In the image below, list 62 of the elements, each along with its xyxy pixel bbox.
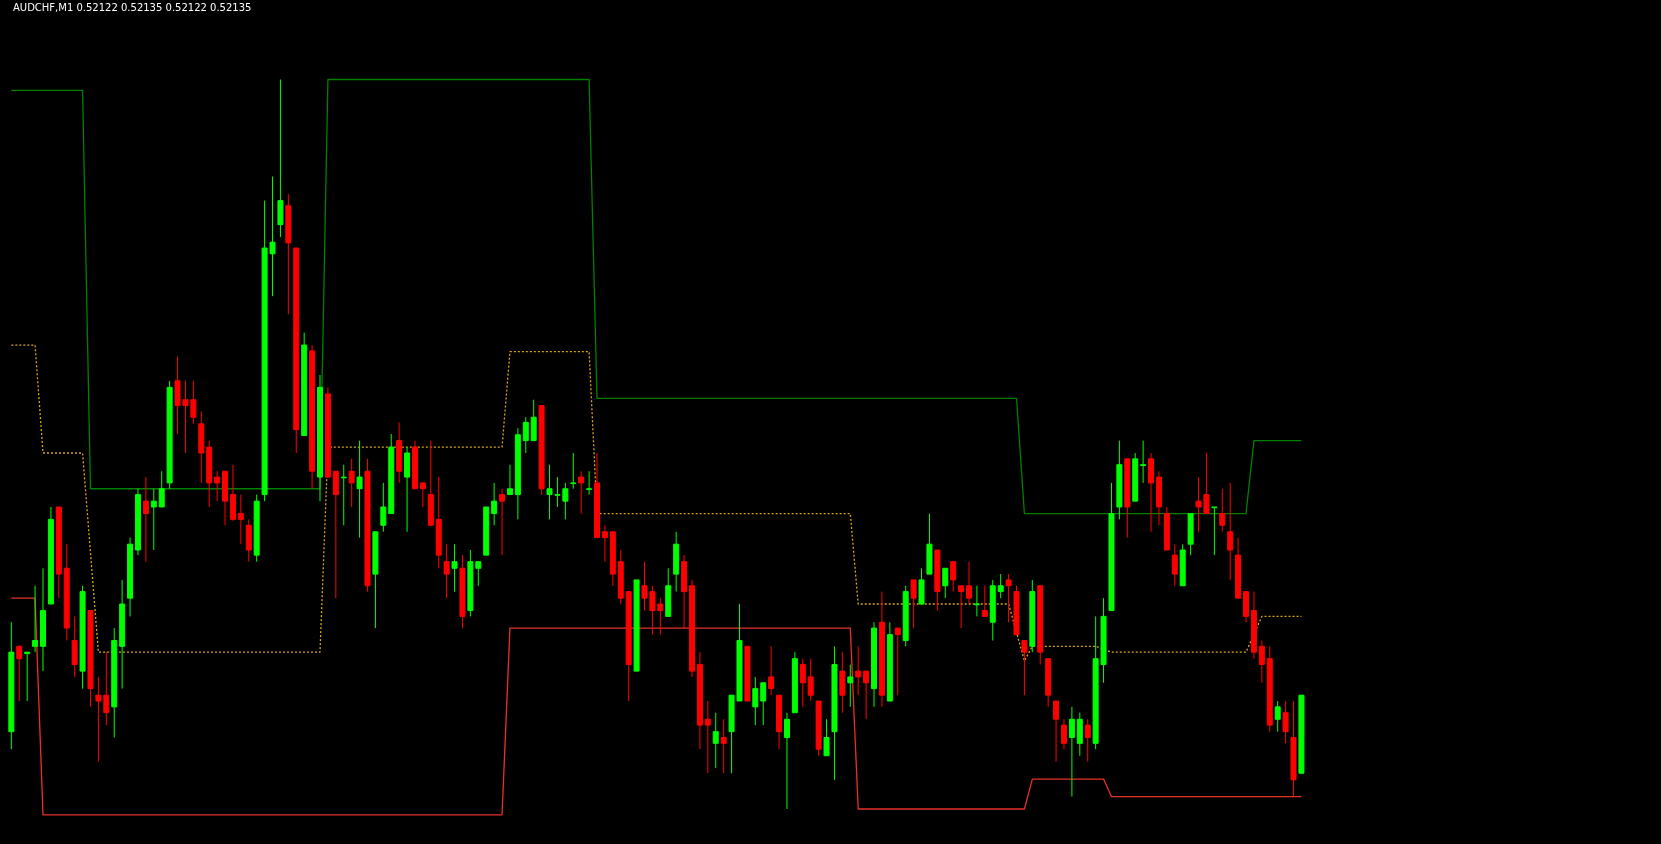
candlestick xyxy=(720,718,727,774)
candlestick xyxy=(570,452,577,490)
candlestick xyxy=(823,718,830,757)
candlestick xyxy=(380,482,387,533)
candlestick xyxy=(855,645,862,696)
candlestick xyxy=(530,399,537,442)
candlestick xyxy=(768,645,775,696)
candlestick xyxy=(150,488,157,551)
candlestick xyxy=(863,670,870,720)
candlestick xyxy=(1219,488,1226,533)
candlestick xyxy=(1171,543,1178,587)
candlestick xyxy=(966,561,973,605)
candlestick xyxy=(1068,706,1075,798)
candlestick xyxy=(704,700,711,774)
candlestick xyxy=(158,470,165,508)
candlestick xyxy=(332,470,339,599)
candlestick xyxy=(712,712,719,769)
candlestick xyxy=(950,561,957,593)
candlestick xyxy=(356,440,363,539)
candlestick xyxy=(16,645,23,702)
candlestick xyxy=(491,482,498,526)
candlestick xyxy=(1282,700,1289,744)
candlestick xyxy=(973,585,980,617)
candlestick xyxy=(32,585,39,653)
candlestick xyxy=(340,464,347,526)
candlestick xyxy=(1060,718,1067,750)
candlestick xyxy=(981,585,988,617)
candlestick xyxy=(586,470,593,496)
candlestick xyxy=(894,627,901,696)
candlestick xyxy=(1211,506,1218,556)
candlestick xyxy=(997,573,1004,599)
candlestick xyxy=(237,494,244,545)
candlestick xyxy=(601,524,608,563)
chart-title: AUDCHF,M1 0.52122 0.52135 0.52122 0.52135 xyxy=(13,2,252,13)
candlestick xyxy=(419,482,426,508)
candlestick xyxy=(522,416,529,454)
candlestick xyxy=(214,470,221,502)
candlestick xyxy=(1053,700,1060,763)
candlestick xyxy=(752,676,759,726)
candlestick xyxy=(1084,718,1091,763)
candlestick xyxy=(1140,440,1147,484)
candlestick xyxy=(910,579,917,629)
candlestick xyxy=(783,712,790,810)
candlestick xyxy=(760,682,767,726)
candlestick xyxy=(942,567,949,599)
candlestick xyxy=(24,651,31,702)
candlestick xyxy=(506,464,513,496)
candlestick xyxy=(451,543,458,593)
candlestick xyxy=(443,543,450,599)
candlestick xyxy=(1274,700,1281,733)
candlestick xyxy=(1021,639,1028,696)
candlestick xyxy=(499,488,506,556)
candlestick xyxy=(807,658,814,702)
candlestick xyxy=(799,658,806,708)
candlestick xyxy=(847,664,854,708)
candlestick xyxy=(1005,573,1012,623)
candlestick xyxy=(348,458,355,508)
candlestick xyxy=(1258,639,1265,684)
candlestick xyxy=(1227,482,1234,581)
candlestick xyxy=(578,470,585,515)
candlestick xyxy=(142,476,149,563)
candlestick xyxy=(958,585,965,629)
